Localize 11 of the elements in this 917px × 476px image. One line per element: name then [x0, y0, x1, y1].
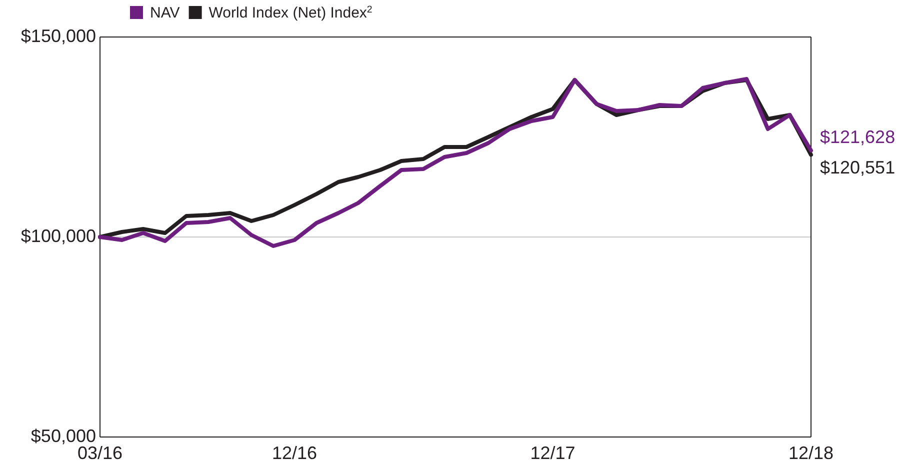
- x-tick-label: 12/17: [530, 443, 576, 463]
- data-label: $121,628: [820, 127, 896, 148]
- y-tick-label: $150,000: [20, 26, 96, 46]
- legend-label: NAV: [150, 4, 180, 22]
- y-tick-label: $50,000: [30, 426, 96, 446]
- data-label: $120,551: [820, 158, 896, 178]
- x-tick-label: 03/16: [77, 443, 123, 463]
- x-tick-label: 12/16: [272, 443, 318, 463]
- x-tick-label: 12/18: [788, 443, 834, 463]
- legend-label: World Index (Net) Index$^{2}$: [208, 4, 372, 22]
- y-tick-label: $100,000: [20, 226, 96, 246]
